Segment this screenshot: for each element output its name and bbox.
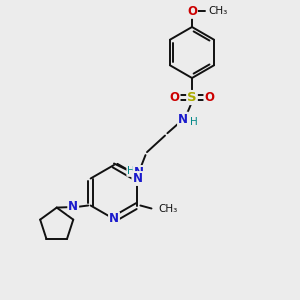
- Text: O: O: [187, 5, 197, 18]
- Text: N: N: [132, 172, 142, 185]
- Text: N: N: [68, 200, 78, 214]
- Text: N: N: [178, 112, 188, 126]
- Text: H: H: [190, 117, 197, 127]
- Text: O: O: [169, 91, 180, 104]
- Text: CH₃: CH₃: [158, 203, 178, 214]
- Text: H: H: [127, 166, 135, 176]
- Text: CH₃: CH₃: [208, 6, 228, 16]
- Text: S: S: [187, 91, 197, 104]
- Text: N: N: [134, 166, 144, 179]
- Text: O: O: [204, 91, 214, 104]
- Text: N: N: [109, 212, 119, 226]
